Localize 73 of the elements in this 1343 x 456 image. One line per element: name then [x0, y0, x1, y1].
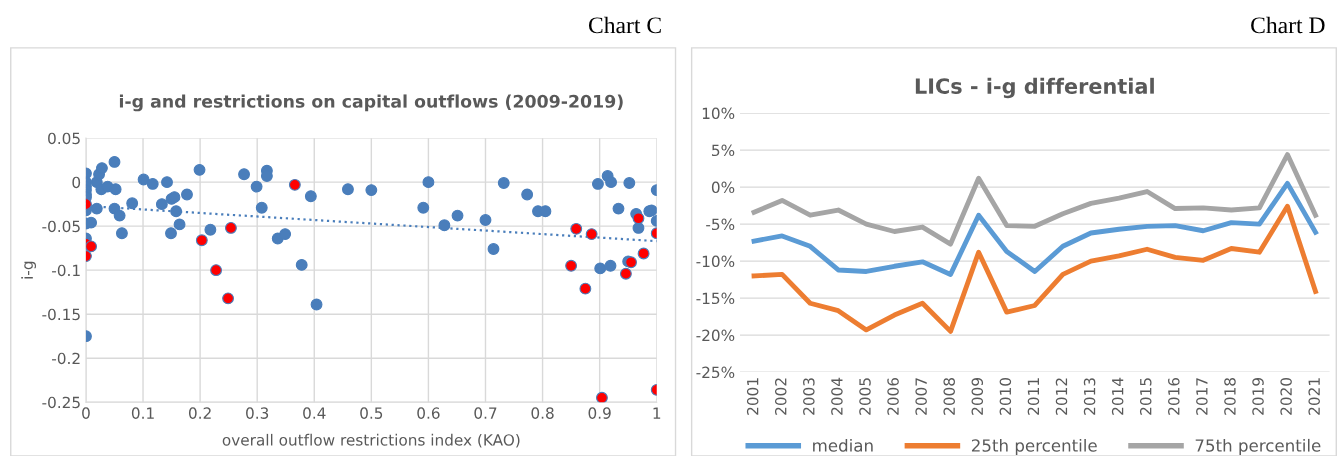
x-tick-label: 0.6: [417, 407, 440, 419]
y-tick-label: -0.15: [42, 308, 80, 321]
x-tick-label: 2018: [1224, 378, 1236, 415]
point: [619, 267, 632, 280]
x-tick-label: 2017: [1196, 378, 1208, 415]
x-tick-label: 0.8: [531, 407, 554, 419]
legend-label: 25th percentile: [971, 438, 1097, 456]
x-tick-label: 1: [653, 407, 661, 419]
point: [288, 178, 301, 191]
x-tick-label: 2007: [915, 378, 927, 415]
x-tick-label: 0.1: [131, 407, 154, 419]
point: [222, 292, 235, 305]
point: [85, 240, 98, 253]
text: Chart D: [1251, 16, 1325, 34]
x-tick-label: 2005: [859, 378, 871, 415]
x-tick-label: 0.2: [188, 407, 211, 419]
x-tick-label: 0.7: [474, 407, 497, 419]
point: [570, 222, 583, 235]
x-tick-label: 0.9: [588, 407, 611, 419]
y-tick-label: -0.25: [42, 396, 80, 409]
y-tick-label: -5%: [706, 218, 735, 231]
chart-title: i-g and restrictions on capital outflows (2009-2019): [119, 94, 623, 112]
point: [632, 212, 645, 225]
x-tick-label: 2010: [999, 377, 1012, 415]
x-tick-label: 0.4: [303, 407, 326, 419]
point: [565, 259, 578, 272]
x-tick-label: 2006: [887, 377, 899, 415]
x-tick-label: 0: [82, 407, 90, 419]
legend-label: 75th percentile: [1195, 438, 1321, 456]
text: Chart C: [588, 16, 661, 34]
x-tick-label: 2015: [1139, 378, 1152, 415]
x-tick-label: 2021: [1308, 378, 1320, 415]
x-tick-label: 2019: [1252, 378, 1264, 415]
y-tick-label: -25%: [696, 366, 735, 379]
y-tick-label: -0.1: [52, 264, 80, 277]
y-tick-label: 0.05: [48, 132, 80, 145]
x-tick-label: 2012: [1055, 378, 1068, 415]
x-tick-label: 2004: [831, 377, 843, 415]
x-tick-label: 2002: [774, 378, 787, 415]
y-tick-label: -0.05: [42, 220, 80, 233]
y-tick-label: -20%: [696, 329, 735, 342]
x-tick-label: 2011: [1027, 378, 1040, 415]
point: [595, 391, 608, 403]
line-series: [751, 203, 1318, 334]
line-series: [751, 152, 1318, 247]
x-tick-label: 2014: [1111, 377, 1124, 415]
y-tick-label: 10%: [702, 107, 735, 120]
x-axis-title: overall outflow restrictions index (KAO): [222, 433, 520, 448]
point: [224, 222, 237, 234]
x-tick-label: 2003: [803, 378, 815, 415]
line-series: [751, 180, 1318, 277]
y-tick-label: 5%: [712, 144, 735, 157]
legend-label: median: [813, 438, 873, 452]
y-axis-title: i-g: [21, 261, 37, 279]
x-tick-label: 0.5: [360, 407, 383, 419]
chart-title: LICs - i-g differential: [915, 77, 1154, 99]
point: [637, 247, 650, 260]
x-tick-label: 2001: [746, 378, 759, 415]
x-tick-label: 2013: [1083, 378, 1096, 415]
point: [210, 264, 223, 277]
x-tick-label: 2016: [1168, 377, 1180, 415]
x-tick-label: 2009: [971, 378, 984, 415]
point: [579, 282, 592, 295]
x-tick-label: 2020: [1280, 377, 1292, 415]
y-tick-label: -15%: [696, 292, 735, 305]
y-tick-label: -10%: [696, 255, 735, 268]
point: [585, 228, 598, 241]
point: [195, 234, 208, 247]
y-tick-label: 0%: [711, 181, 735, 194]
x-tick-label: 2008: [943, 378, 955, 415]
y-tick-label: -0.2: [52, 352, 80, 365]
y-tick-label: 0: [72, 176, 81, 189]
x-tick-label: 0.3: [246, 407, 269, 419]
